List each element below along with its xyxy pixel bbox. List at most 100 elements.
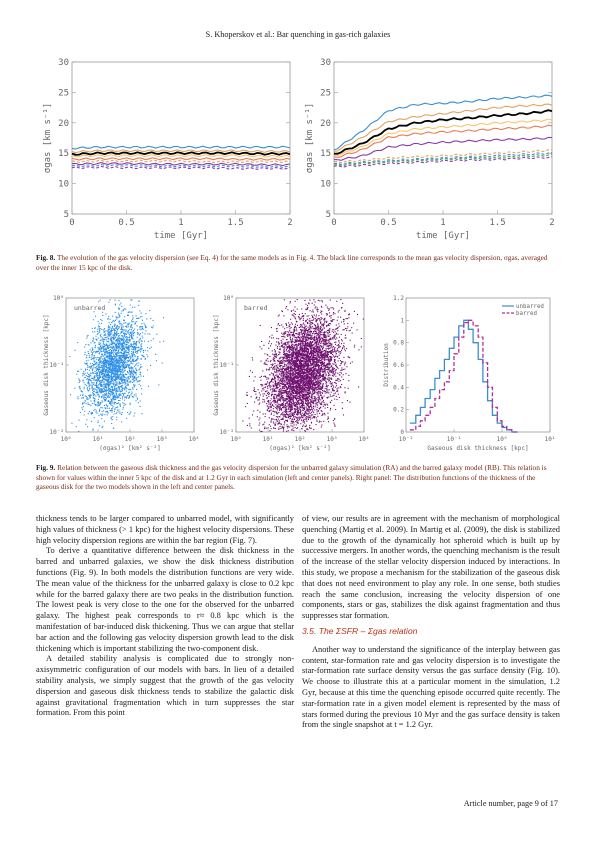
scatter-point	[297, 412, 299, 414]
scatter-point	[127, 377, 129, 379]
scatter-point	[340, 321, 342, 323]
scatter-point	[125, 331, 127, 333]
scatter-point	[105, 330, 107, 332]
scatter-point	[318, 350, 320, 352]
scatter-point	[134, 384, 136, 386]
scatter-point	[122, 309, 124, 311]
scatter-point	[111, 397, 113, 399]
scatter-point	[317, 368, 319, 370]
scatter-point	[281, 427, 283, 429]
scatter-point	[345, 337, 347, 339]
scatter-point	[152, 325, 154, 327]
scatter-point	[113, 328, 115, 330]
scatter-point	[282, 336, 284, 338]
scatter-point	[128, 322, 130, 324]
scatter-point	[113, 367, 115, 369]
scatter-point	[272, 408, 274, 410]
scatter-point	[299, 380, 301, 382]
scatter-point	[110, 373, 112, 375]
scatter-point	[98, 301, 100, 303]
series-line	[333, 94, 553, 151]
scatter-point	[115, 366, 117, 368]
scatter-point	[87, 403, 89, 405]
scatter-point	[316, 413, 318, 415]
scatter-point	[321, 369, 323, 371]
scatter-point	[309, 337, 311, 339]
scatter-point	[109, 393, 111, 395]
scatter-point	[283, 333, 285, 335]
scatter-point	[123, 403, 125, 405]
scatter-point	[120, 356, 122, 358]
scatter-point	[119, 391, 121, 393]
scatter-point	[115, 343, 117, 345]
scatter-point	[87, 382, 89, 384]
scatter-point	[105, 386, 107, 388]
scatter-point	[295, 390, 297, 392]
scatter-point	[293, 367, 295, 369]
scatter-point	[99, 388, 101, 390]
scatter-point	[327, 416, 329, 418]
scatter-point	[109, 390, 111, 392]
scatter-point	[101, 396, 103, 398]
scatter-point	[311, 391, 313, 393]
scatter-point	[97, 365, 99, 367]
scatter-point	[118, 340, 120, 342]
scatter-point	[109, 366, 111, 368]
scatter-point	[288, 400, 290, 402]
scatter-point	[126, 388, 128, 390]
scatter-point	[107, 350, 109, 352]
scatter-point	[101, 407, 103, 409]
scatter-point	[132, 373, 134, 375]
scatter-point	[287, 387, 289, 389]
scatter-point	[114, 389, 116, 391]
scatter-point	[127, 351, 129, 353]
scatter-point	[91, 352, 93, 354]
scatter-point	[97, 363, 99, 365]
scatter-point	[95, 383, 97, 385]
scatter-point	[110, 377, 112, 379]
scatter-point	[150, 318, 152, 320]
scatter-point	[91, 384, 93, 386]
scatter-point	[331, 320, 333, 322]
scatter-point	[134, 328, 136, 330]
scatter-point	[311, 347, 313, 349]
scatter-point	[137, 333, 139, 335]
scatter-point	[278, 365, 280, 367]
scatter-point	[288, 377, 290, 379]
scatter-point	[324, 331, 326, 333]
scatter-point	[283, 383, 285, 385]
scatter-point	[131, 337, 133, 339]
scatter-point	[112, 362, 114, 364]
scatter-point	[84, 384, 86, 386]
scatter-point	[285, 397, 287, 399]
scatter-point	[293, 416, 295, 418]
scatter-point	[275, 328, 277, 330]
scatter-point	[315, 326, 317, 328]
scatter-point	[116, 328, 118, 330]
scatter-point	[92, 340, 94, 342]
scatter-point	[336, 300, 338, 302]
scatter-point	[101, 360, 103, 362]
scatter-point	[306, 385, 308, 387]
scatter-point	[315, 357, 317, 359]
scatter-point	[127, 326, 129, 328]
scatter-point	[285, 354, 287, 356]
scatter-point	[113, 354, 115, 356]
scatter-point	[107, 355, 109, 357]
scatter-point	[103, 410, 105, 412]
scatter-point	[109, 353, 111, 355]
scatter-point	[296, 324, 298, 326]
scatter-point	[322, 350, 324, 352]
scatter-point	[338, 325, 340, 327]
scatter-point	[103, 369, 105, 371]
scatter-point	[304, 387, 306, 389]
scatter-point	[129, 368, 131, 370]
scatter-point	[284, 377, 286, 379]
scatter-point	[128, 397, 130, 399]
scatter-point	[88, 344, 90, 346]
scatter-point	[285, 322, 287, 324]
scatter-point	[322, 370, 324, 372]
scatter-point	[125, 344, 127, 346]
scatter-point	[305, 325, 307, 327]
scatter-point	[129, 335, 131, 337]
